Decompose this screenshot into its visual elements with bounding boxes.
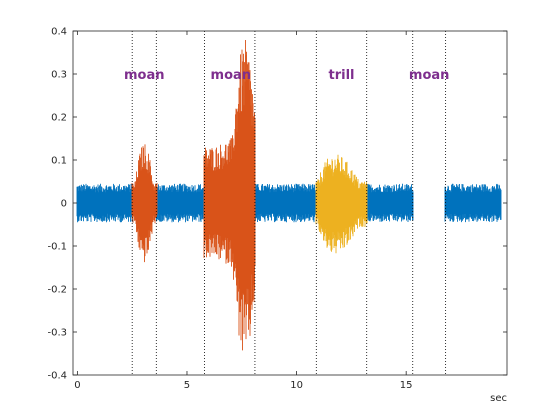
waveform-series [76,40,502,351]
segment-label: moan [409,68,450,83]
background-noise-series [76,183,134,223]
y-tick-label: 0.1 [51,156,67,167]
background-noise-series [444,183,502,223]
y-tick-label: 0 [61,199,67,210]
x-axis-label: sec [490,393,507,404]
moan-segment-series [203,40,256,351]
y-tick-label: 0.3 [51,70,67,81]
y-tick-label: -0.1 [47,242,67,253]
x-tick-label: 5 [184,380,190,391]
background-noise-series [155,183,206,223]
segment-label: moan [211,68,252,83]
x-tick-label: 0 [74,380,80,391]
x-axis-ticks: 0 5 10 15 [74,31,413,391]
y-tick-label: 0.2 [51,113,67,124]
x-tick-label: 10 [290,380,303,391]
y-tick-label: -0.2 [47,285,67,296]
segment-label: trill [329,68,355,83]
y-tick-label: -0.4 [47,371,67,382]
segment-labels: moan moan trill moan [124,68,449,83]
y-tick-label: 0.4 [51,27,67,38]
x-tick-label: 15 [400,380,413,391]
segment-boundaries [131,31,447,375]
y-axis-ticks: -0.4 -0.3 -0.2 -0.1 0 0.1 0.2 0.3 0.4 [47,27,507,382]
segment-label: moan [124,68,165,83]
y-tick-label: -0.3 [47,328,67,339]
trill-segment-series [315,154,368,254]
